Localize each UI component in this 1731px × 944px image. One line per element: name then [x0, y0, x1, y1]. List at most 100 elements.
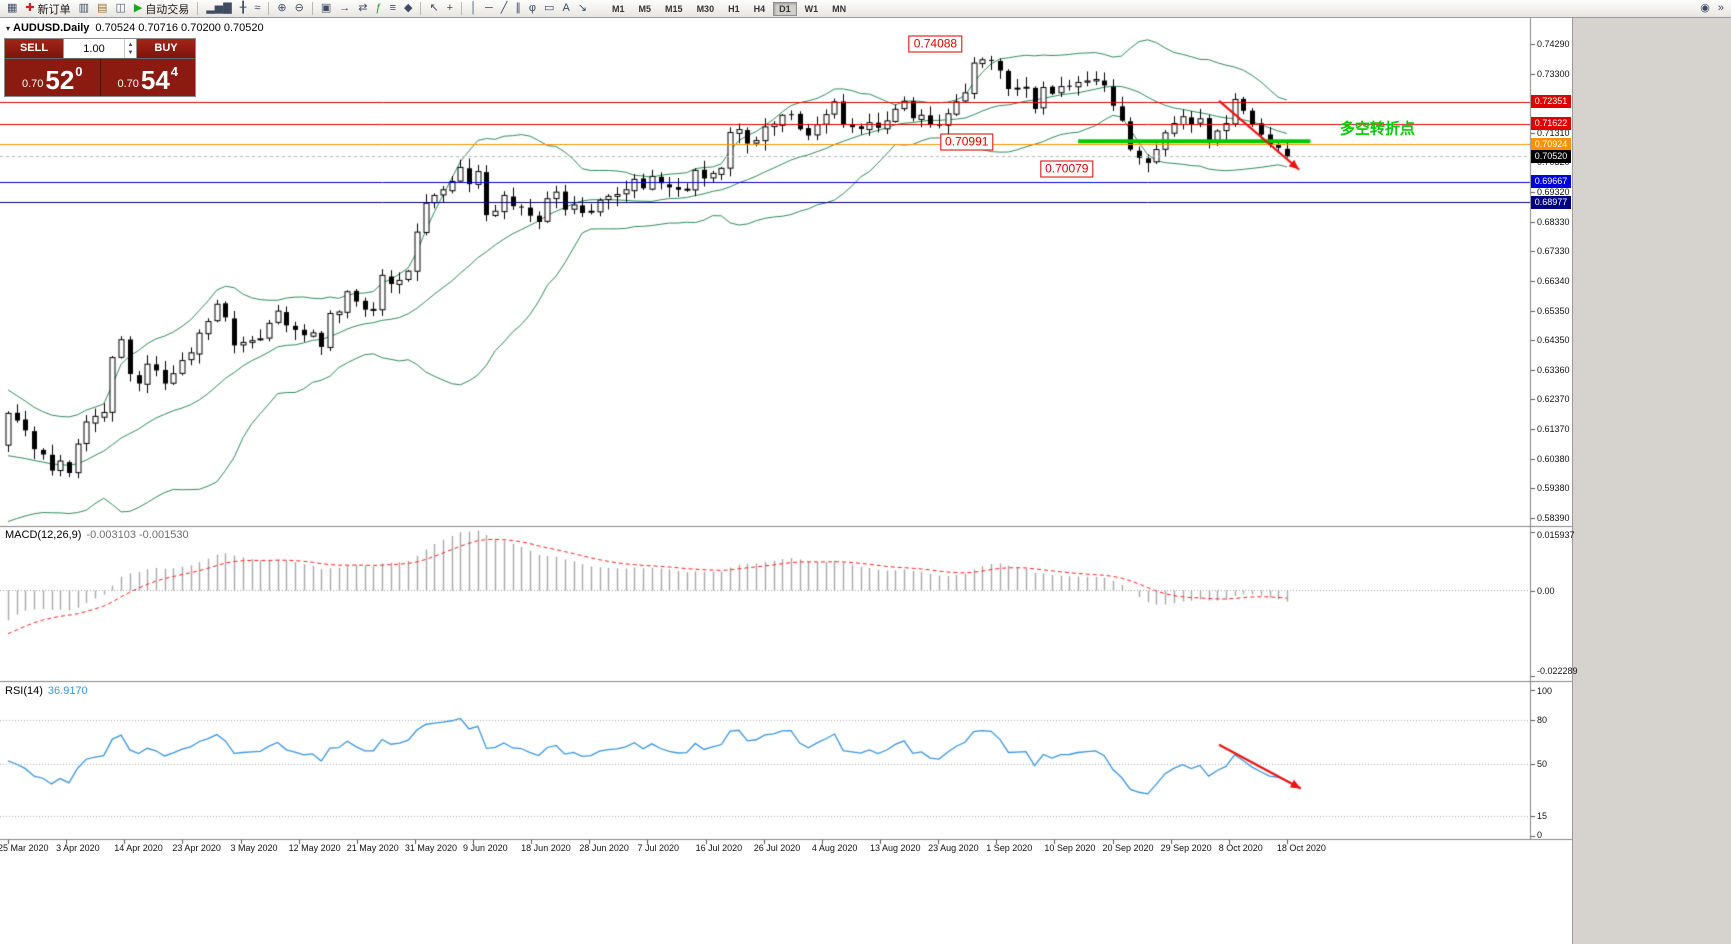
buy-price-base: 0.70: [117, 78, 139, 90]
price-tick-label: 0.71310: [1537, 127, 1570, 138]
right-empty-panel: [1572, 18, 1731, 944]
navigator-icon[interactable]: ◫: [111, 0, 129, 18]
tile-windows-icon[interactable]: ▣: [317, 0, 335, 18]
price-tick-label: 0.67330: [1537, 246, 1570, 257]
rsi-pane-title: RSI(14) 36.9170: [5, 685, 88, 697]
rsi-tick-label: 50: [1537, 759, 1548, 769]
crosshair-icon[interactable]: +: [443, 0, 457, 18]
price-tick-label: 0.59380: [1537, 483, 1570, 494]
new-chart-icon[interactable]: ▦: [3, 0, 21, 18]
rsi-name: RSI(14): [5, 685, 43, 697]
annotation-0.70079[interactable]: 0.70079: [1040, 160, 1094, 178]
market-watch-icon[interactable]: ▤: [93, 0, 111, 18]
periods-icon[interactable]: ≡: [386, 0, 400, 18]
volume-up-button[interactable]: ▲: [127, 41, 134, 48]
price-tick-label: 0.60380: [1537, 453, 1570, 464]
timeframe-m30-button[interactable]: M30: [696, 3, 715, 14]
pin-chart-icon[interactable]: ◉: [1696, 0, 1714, 18]
rsi-value: 36.9170: [47, 685, 88, 697]
chart-profiles-icon-glyph: ▥: [78, 2, 90, 14]
main-toolbar: ▦ ✚ 新订单 ▥ ▤ ◫ ▶ 自动交易 ▂▅▇ ╂ ≈ ⊕ ⊖ ▣ → ⇄ ƒ ≡ ◆ ↖ + │ ─ ╱ ∥ φ ▭ A ↘ M1 M…: [0, 0, 1731, 18]
ohlc-values: 0.70524 0.70716 0.70200 0.70520: [95, 22, 264, 34]
pin-chart-icon-glyph: ◉: [1700, 2, 1710, 14]
timeframe-toolbar: M1 M5 M15 M30 H1 H4 D1 W1 MN: [605, 1, 853, 17]
timeframe-w1-button[interactable]: W1: [804, 3, 819, 14]
oneclick-toggle-icon[interactable]: ▾: [6, 24, 11, 33]
zoom-in-icon[interactable]: ⊕: [273, 0, 290, 18]
chart-profiles-icon[interactable]: ▥: [75, 0, 93, 18]
arrows-tool-icon[interactable]: ↘: [574, 0, 591, 18]
toolbar-more-icon-glyph: »: [1717, 2, 1724, 14]
zoom-out-icon-glyph: ⊖: [294, 2, 304, 14]
price-marker-0.70924: 0.70924: [1531, 137, 1571, 151]
candlestick-chart-icon[interactable]: ╂: [236, 0, 251, 18]
annotation-0.74088[interactable]: 0.74088: [908, 35, 963, 53]
bar-chart-icon[interactable]: ▂▅▇: [202, 0, 235, 18]
price-tick-label: 0.64350: [1537, 335, 1570, 346]
vertical-line-icon[interactable]: │: [466, 0, 481, 18]
line-chart-icon[interactable]: ≈: [250, 0, 264, 18]
date-label: 7 Jul 2020: [637, 843, 679, 853]
price-marker-0.69667: 0.69667: [1531, 175, 1571, 189]
market-watch-icon-glyph: ▤: [97, 2, 108, 14]
toolbar-separator: [420, 2, 422, 15]
sell-price-pips: 52: [45, 65, 75, 95]
timeframe-m1-button[interactable]: M1: [612, 3, 625, 14]
sell-quote[interactable]: 0.70 52 0: [5, 59, 100, 96]
macd-name: MACD(12,26,9): [5, 529, 82, 541]
date-label: 4 Aug 2020: [811, 843, 858, 853]
channel-icon[interactable]: ∥: [511, 0, 525, 18]
templates-icon[interactable]: ◆: [400, 0, 416, 18]
date-label: 29 Sep 2020: [1160, 843, 1212, 853]
chart-shift-icon[interactable]: ⇄: [354, 0, 371, 18]
horizontal-line-icon[interactable]: ─: [481, 0, 497, 18]
new-order-button[interactable]: ✚ 新订单: [21, 0, 74, 18]
timeframe-m15-button[interactable]: M15: [665, 3, 683, 14]
volume-down-button[interactable]: ▼: [127, 49, 134, 56]
quote-divider: [99, 59, 101, 96]
autotrading-button-glyph: ▶: [133, 2, 143, 14]
auto-scroll-icon[interactable]: →: [335, 0, 354, 18]
buy-quote[interactable]: 0.70 54 4: [101, 59, 196, 96]
fibonacci-icon[interactable]: φ: [525, 0, 540, 18]
date-label: 12 May 2020: [288, 843, 341, 853]
macd-values: -0.003103 -0.001530: [86, 529, 189, 541]
zoom-out-icon[interactable]: ⊖: [291, 0, 308, 18]
trendline-icon[interactable]: ╱: [497, 0, 512, 18]
price-tick-label: 0.58390: [1537, 513, 1570, 523]
autotrading-button[interactable]: ▶ 自动交易: [130, 0, 193, 18]
annotation-trend-text[interactable]: 多空转折点: [1339, 120, 1415, 138]
text-tool-icon[interactable]: A: [558, 0, 573, 18]
sell-button[interactable]: SELL: [5, 39, 63, 58]
annotation-0.70991[interactable]: 0.70991: [940, 133, 994, 151]
timeframe-m5-button[interactable]: M5: [638, 3, 652, 14]
toolbar-more-icon[interactable]: »: [1714, 0, 1728, 18]
buy-price-point: 4: [170, 64, 179, 79]
crosshair-icon-glyph: +: [446, 2, 454, 14]
shapes-icon[interactable]: ▭: [540, 0, 558, 18]
line-chart-icon-glyph: ≈: [254, 2, 261, 14]
new-order-button-glyph: ✚: [25, 2, 35, 14]
cursor-icon[interactable]: ↖: [425, 0, 442, 18]
date-label: 21 May 2020: [346, 843, 399, 853]
toolbar-separator: [461, 2, 463, 15]
timeframe-mn-button[interactable]: MN: [832, 3, 847, 14]
timeframe-h1-button[interactable]: H1: [728, 3, 740, 14]
price-tick-label: 0.66340: [1537, 276, 1570, 286]
date-label: 28 Jun 2020: [579, 843, 629, 853]
buy-button[interactable]: BUY: [137, 39, 195, 58]
autotrading-button-label: 自动交易: [145, 3, 190, 16]
price-tick-label: 0.65350: [1537, 305, 1570, 316]
price-tick-label: 0.73300: [1537, 68, 1570, 79]
candlestick-chart-icon-glyph: ╂: [239, 2, 247, 14]
timeframe-h4-button[interactable]: H4: [753, 3, 766, 14]
date-label: 23 Apr 2020: [172, 843, 221, 853]
indicators-icon[interactable]: ƒ: [371, 0, 385, 18]
rsi-tick-label: 80: [1537, 714, 1548, 725]
macd-tick-label: -0.022289: [1537, 666, 1578, 676]
tile-windows-icon-glyph: ▣: [320, 2, 332, 14]
timeframe-d1-button[interactable]: D1: [773, 1, 797, 16]
rsi-tick-label: 0: [1537, 830, 1543, 840]
volume-input[interactable]: [64, 39, 124, 58]
